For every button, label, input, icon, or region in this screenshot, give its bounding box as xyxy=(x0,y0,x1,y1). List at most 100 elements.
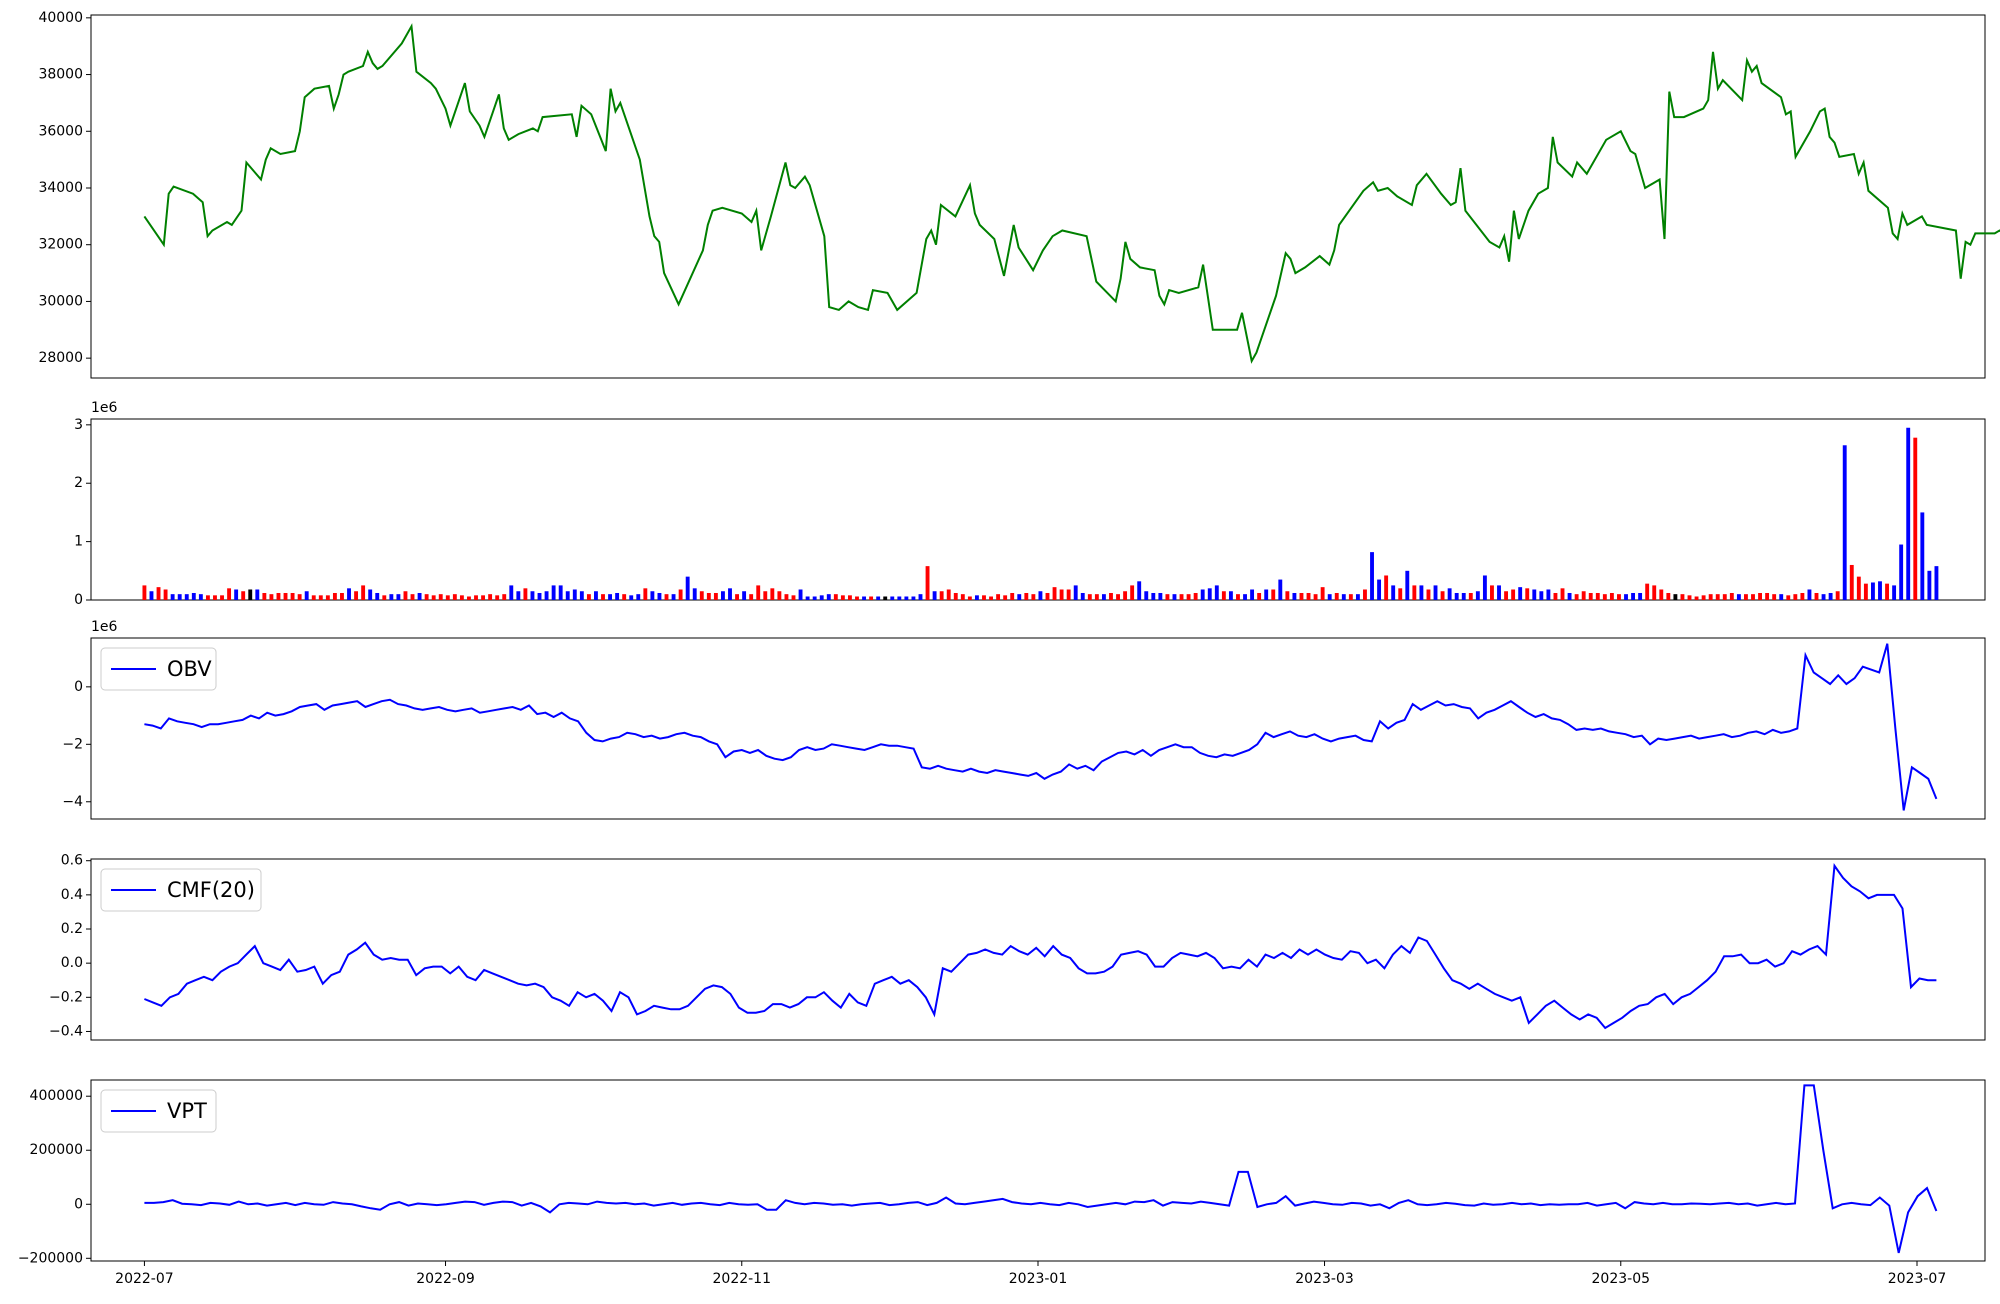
volume-bar xyxy=(1828,592,1833,600)
volume-bar xyxy=(1934,566,1939,600)
volume-bar xyxy=(1666,592,1671,600)
volume-bar xyxy=(925,566,930,600)
volume-bar xyxy=(855,596,859,600)
legend-label: OBV xyxy=(167,657,212,681)
obv-line xyxy=(144,643,1938,811)
y-offset-label: 1e6 xyxy=(91,400,118,416)
volume-bar xyxy=(1461,592,1466,600)
volume-bar xyxy=(205,595,210,600)
volume-bar xyxy=(1313,594,1318,600)
volume-bar xyxy=(721,591,725,600)
volume-bar xyxy=(1560,588,1565,600)
volume-bar xyxy=(1701,595,1706,600)
y-tick-label: 400000 xyxy=(30,1088,83,1104)
volume-bar xyxy=(1617,594,1621,600)
volume-bar xyxy=(163,589,168,600)
volume-bar xyxy=(1863,583,1868,600)
volume-bar xyxy=(276,592,281,600)
volume-bar xyxy=(1137,581,1142,600)
volume-bar xyxy=(142,585,147,600)
volume-bar xyxy=(318,595,323,600)
volume-bar xyxy=(1849,564,1854,600)
volume-bar xyxy=(1842,445,1847,600)
volume-bar xyxy=(586,594,591,600)
volume-bar xyxy=(1567,592,1572,600)
volume-bar xyxy=(248,589,253,600)
volume-bar xyxy=(1327,594,1332,600)
volume-bar xyxy=(1490,585,1494,600)
volume-bar xyxy=(1010,592,1015,600)
volume-bar xyxy=(382,595,387,600)
volume-bar xyxy=(1447,588,1452,600)
y-tick-label: 32000 xyxy=(38,237,83,253)
volume-bar xyxy=(1426,589,1431,600)
volume-bar xyxy=(1856,576,1861,600)
y-tick-label: 200000 xyxy=(30,1142,83,1158)
volume-bar xyxy=(1878,581,1882,600)
volume-bar xyxy=(1038,591,1043,600)
axes-frame xyxy=(90,1079,1986,1262)
volume-bar xyxy=(1123,591,1128,600)
volume-bar xyxy=(1221,591,1226,600)
legend-box xyxy=(100,647,217,691)
volume-bar xyxy=(565,591,570,600)
volume-bar xyxy=(283,592,288,600)
volume-bar xyxy=(939,591,944,600)
volume-bar xyxy=(213,595,217,600)
volume-bar xyxy=(622,594,627,600)
volume-bar xyxy=(1772,594,1777,600)
volume-bar xyxy=(354,591,359,600)
y-tick-label: 28000 xyxy=(38,350,83,366)
volume-bar xyxy=(1017,594,1022,600)
volume-bar xyxy=(749,594,754,600)
y-tick-label: 38000 xyxy=(38,67,83,83)
volume-bar xyxy=(177,594,182,600)
volume-bar xyxy=(904,596,909,600)
volume-bar xyxy=(1299,592,1304,600)
volume-bar xyxy=(1087,594,1092,600)
volume-bar xyxy=(1497,585,1501,600)
volume-bar xyxy=(269,594,274,600)
volume-bar xyxy=(967,596,972,600)
volume-bar xyxy=(1250,589,1255,600)
volume-bar xyxy=(1158,592,1163,600)
volume-bar xyxy=(1659,589,1664,600)
volume-bar xyxy=(918,594,923,600)
volume-bar xyxy=(728,588,732,600)
volume-bar xyxy=(156,587,161,600)
volume-bar xyxy=(742,591,747,600)
volume-bar xyxy=(664,594,669,600)
volume-bar xyxy=(375,592,380,600)
volume-bar xyxy=(551,585,556,600)
volume-bar xyxy=(290,592,295,600)
y-offset-label: 1e6 xyxy=(91,619,118,635)
volume-bar xyxy=(184,594,189,600)
volume-bar xyxy=(953,592,958,600)
volume-bar xyxy=(1631,592,1636,600)
y-tick-label: −2 xyxy=(62,736,83,752)
volume-bar xyxy=(1532,589,1537,600)
volume-bar xyxy=(1751,594,1755,600)
vpt-line xyxy=(144,1084,1938,1254)
volume-bar xyxy=(340,592,344,600)
volume-bar xyxy=(445,595,450,600)
volume-bar xyxy=(1475,591,1480,600)
volume-bar xyxy=(1927,570,1932,600)
volume-bar xyxy=(1694,596,1699,600)
y-tick-label: 0 xyxy=(74,679,83,695)
volume-bar xyxy=(1511,589,1516,600)
volume-bar xyxy=(960,594,965,600)
volume-bar xyxy=(410,594,415,600)
y-tick-label: 3 xyxy=(74,417,83,433)
volume-bar xyxy=(220,595,224,600)
volume-bar xyxy=(1913,437,1918,600)
y-tick-label: 0 xyxy=(74,1196,83,1212)
y-tick-label: −4 xyxy=(62,794,83,810)
volume-bar xyxy=(1814,592,1819,600)
volume-bar xyxy=(1003,595,1008,600)
volume-bar xyxy=(1257,592,1262,600)
volume-bar xyxy=(1885,583,1889,600)
volume-bar xyxy=(1052,587,1057,600)
volume-bar xyxy=(1419,585,1424,600)
